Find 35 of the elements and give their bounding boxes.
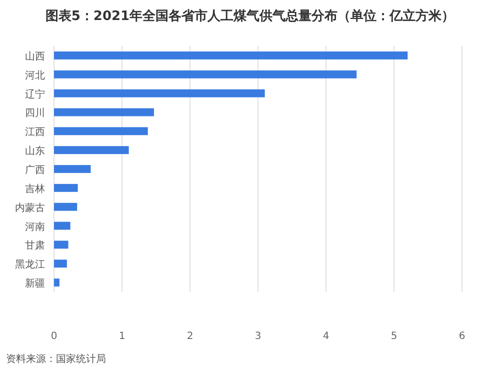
y-tick-label: 河南 (25, 220, 45, 233)
bar (54, 278, 60, 287)
y-tick-label: 山西 (25, 50, 45, 62)
bar (54, 108, 154, 116)
y-tick-label: 辽宁 (25, 88, 45, 100)
text: 资料来源：国家统计局 (6, 353, 106, 365)
y-tick-label: 江西 (25, 126, 45, 138)
y-tick-label: 新疆 (25, 278, 45, 290)
bar (54, 240, 68, 249)
bar (54, 184, 78, 192)
bar (54, 127, 148, 136)
x-tick-label: 3 (254, 331, 262, 342)
x-tick-label: 6 (458, 331, 466, 342)
bar (54, 222, 70, 230)
bar (54, 165, 91, 173)
x-tick-label: 4 (322, 331, 330, 342)
x-tick-label: 1 (118, 331, 126, 342)
y-tick-label: 内蒙古 (15, 202, 45, 214)
bar (54, 146, 129, 154)
y-tick-label: 四川 (25, 107, 45, 120)
bar (54, 89, 265, 98)
bar (54, 202, 78, 211)
chart-title: 图表5：2021年全国各省市人工煤气供气总量分布（单位：亿立方米） (45, 8, 455, 24)
bar (54, 260, 67, 268)
y-tick-label: 黑龙江 (15, 258, 45, 271)
y-tick-label: 河北 (25, 69, 45, 82)
y-tick-label: 甘肃 (25, 240, 45, 252)
y-tick-label: 吉林 (25, 182, 45, 195)
bar (54, 70, 357, 78)
x-tick-label: 5 (390, 331, 398, 342)
x-tick-label: 2 (186, 331, 194, 342)
x-tick-label: 0 (50, 331, 58, 342)
y-tick-label: 山东 (25, 145, 45, 158)
bar (54, 51, 408, 60)
y-tick-label: 广西 (25, 164, 45, 176)
